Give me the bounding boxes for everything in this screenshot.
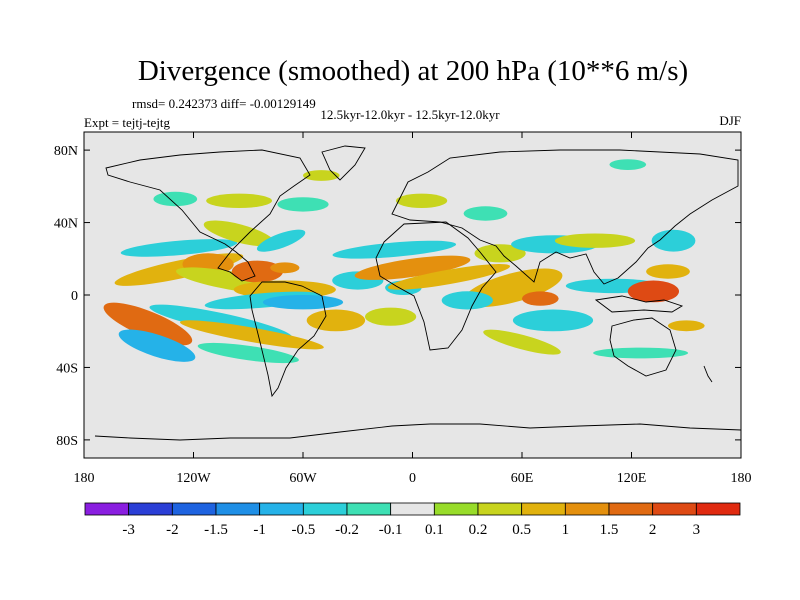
anomaly-blob-40 [303,170,340,181]
anomaly-blob-1 [118,329,196,362]
coast-south-america [249,281,327,398]
anomaly-blob-23 [474,244,526,263]
colorbar-swatch-0 [84,502,130,516]
anomaly-blob-3 [120,239,238,257]
anomaly-field [103,159,705,364]
x-tick-label-2: 60W [289,471,317,486]
coast-greenland [321,145,366,181]
coast-australia [609,317,677,377]
coast-africa [375,221,497,351]
anomaly-blob-11 [179,320,324,350]
anomaly-blob-39 [277,197,329,212]
colorbar-swatch-12 [608,502,654,516]
anomaly-blob-36 [593,347,689,359]
anomaly-blob-14 [256,229,306,252]
anomaly-blob-29 [483,329,561,355]
colorbar-swatch-6 [346,502,392,516]
y-tick-label-0: 80N [54,144,78,159]
map-plot: 180 120W 60W 0 60E 120E 180 80N 40N 0 40S 80S [54,131,752,486]
anomaly-blob-26 [522,291,559,306]
season-label: DJF [719,113,741,128]
x-tick-label-4: 60E [511,471,534,486]
colorbar-label-9: 0.5 [512,522,531,538]
colorbar-label-8: 0.2 [469,522,488,538]
anomaly-blob-34 [554,233,636,248]
colorbar-label-12: 2 [649,522,657,538]
anomaly-blob-22 [332,240,457,259]
stats-label: rmsd= 0.242373 diff= -0.00129149 [132,96,316,111]
colorbar-swatch-4 [259,502,304,516]
x-tick-label-5: 120E [617,471,647,486]
anomaly-blob-41 [396,193,448,208]
anomaly-blob-28 [512,309,594,332]
colorbar-swatch-5 [302,502,348,516]
y-tick-label-2: 0 [71,289,78,304]
anomaly-blob-37 [153,191,198,207]
colorbar: -3 -2 -1.5 -1 -0.5 -0.2 -0.1 0.1 0.2 0.5 1 1.5 2 3 [84,502,741,538]
anomaly-blob-20 [354,255,471,280]
colorbar-swatch-9 [477,502,523,516]
anomaly-blob-42 [463,206,508,221]
coast-antarctica [94,423,742,441]
colorbar-label-3: -1 [253,522,266,538]
x-axis: 180 120W 60W 0 60E 120E 180 [74,132,752,486]
x-tick-label-1: 120W [176,471,211,486]
anomaly-blob-33 [651,229,696,252]
coast-indonesia [594,295,684,313]
colorbar-label-13: 3 [693,522,701,538]
colorbar-swatch-11 [564,502,610,516]
anomaly-blob-13 [203,220,275,247]
y-tick-label-3: 40S [56,361,78,376]
colorbar-label-1: -2 [166,522,179,538]
colorbar-swatch-10 [521,502,566,516]
colorbar-swatch-13 [652,502,697,516]
colorbar-label-11: 1.5 [600,522,619,538]
experiment-label: Expt = tejtj-tejtg [84,115,171,130]
anomaly-blob-17 [306,309,366,332]
colorbar-label-5: -0.2 [335,522,359,538]
x-tick-label-0: 180 [74,471,95,486]
y-tick-label-1: 40N [54,217,78,232]
anomaly-blob-6 [231,260,283,283]
anomaly-blob-35 [668,320,705,332]
anomaly-blob-43 [609,159,647,171]
colorbar-swatch-2 [171,502,217,516]
colorbar-label-2: -1.5 [204,522,228,538]
x-tick-label-6: 180 [731,471,752,486]
anomaly-blob-31 [627,280,680,303]
coast-eurasia [391,149,739,285]
anomaly-blob-27 [441,291,493,310]
coast-north-america [105,149,311,282]
anomaly-blob-12 [197,342,299,364]
x-tick-label-3: 0 [409,471,416,486]
anomaly-blob-18 [365,307,417,326]
y-tick-label-4: 80S [56,434,78,449]
colorbar-label-0: -3 [122,522,135,538]
colorbar-swatch-3 [215,502,261,516]
anomaly-blob-32 [646,264,690,279]
anomaly-blob-15 [270,262,300,274]
colorbar-swatch-1 [128,502,173,516]
colorbar-swatch-7 [390,502,435,516]
colorbar-label-10: 1 [562,522,570,538]
colorbar-label-4: -0.5 [291,522,315,538]
colorbar-label-7: 0.1 [425,522,444,538]
continent-outlines [94,145,742,441]
coast-new-zealand [703,365,713,383]
colorbar-swatch-8 [433,502,479,516]
chart-title: Divergence (smoothed) at 200 hPa (10**6 … [138,55,688,87]
colorbar-label-6: -0.1 [379,522,403,538]
periods-label: 12.5kyr-12.0kyr - 12.5kyr-12.0kyr [320,107,500,122]
anomaly-blob-21 [387,264,511,290]
anomaly-blob-9 [262,295,344,310]
colorbar-swatch-14 [695,502,741,516]
anomaly-blob-0 [103,302,193,346]
y-axis: 80N 40N 0 40S 80S [54,144,741,449]
anomaly-blob-38 [206,193,272,208]
